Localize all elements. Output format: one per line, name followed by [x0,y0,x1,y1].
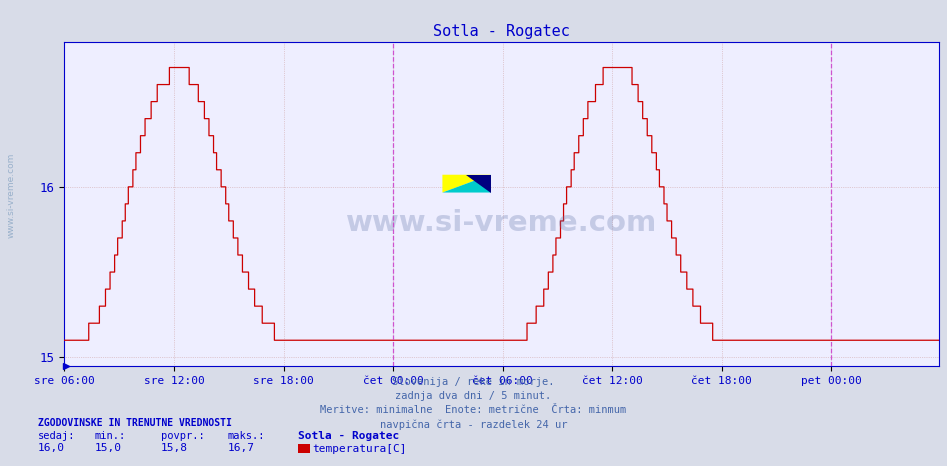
Polygon shape [467,175,491,192]
Text: temperatura[C]: temperatura[C] [313,444,407,454]
Text: Slovenija / reke in morje.: Slovenija / reke in morje. [392,377,555,386]
Text: maks.:: maks.: [227,431,265,441]
Text: Sotla - Rogatec: Sotla - Rogatec [298,431,400,441]
Text: sedaj:: sedaj: [38,431,76,441]
Text: 15,0: 15,0 [95,443,122,452]
Polygon shape [442,175,491,192]
Text: 16,0: 16,0 [38,443,65,452]
Text: www.si-vreme.com: www.si-vreme.com [7,153,16,239]
Text: www.si-vreme.com: www.si-vreme.com [347,209,657,237]
Title: Sotla - Rogatec: Sotla - Rogatec [434,24,570,40]
Text: zadnja dva dni / 5 minut.: zadnja dva dni / 5 minut. [396,391,551,401]
Polygon shape [442,175,491,192]
Text: 15,8: 15,8 [161,443,188,452]
Text: 16,7: 16,7 [227,443,255,452]
Text: povpr.:: povpr.: [161,431,205,441]
Text: ZGODOVINSKE IN TRENUTNE VREDNOSTI: ZGODOVINSKE IN TRENUTNE VREDNOSTI [38,418,232,428]
Text: min.:: min.: [95,431,126,441]
Text: navpična črta - razdelek 24 ur: navpična črta - razdelek 24 ur [380,420,567,431]
Text: Meritve: minimalne  Enote: metrične  Črta: minmum: Meritve: minimalne Enote: metrične Črta:… [320,405,627,415]
